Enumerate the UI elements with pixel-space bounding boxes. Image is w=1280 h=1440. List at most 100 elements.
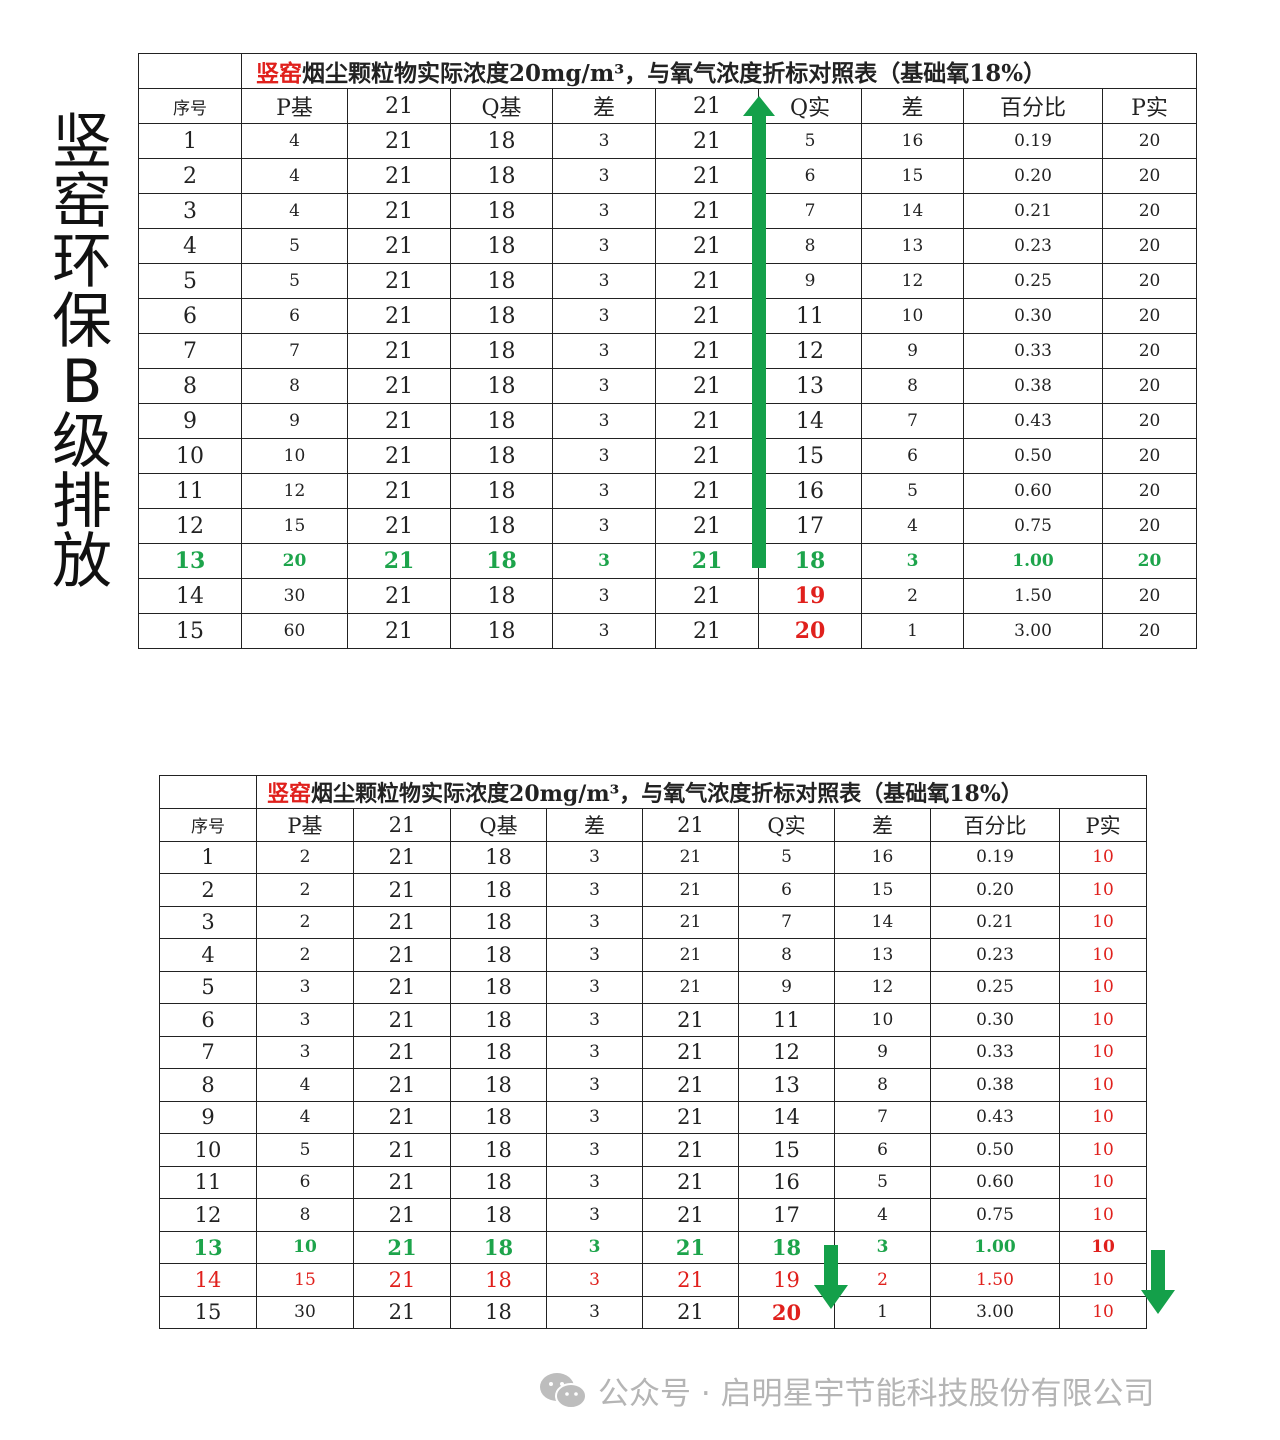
table-cell: 21 bbox=[347, 298, 451, 334]
table-cell: 4 bbox=[861, 508, 964, 544]
table-cell: 0.43 bbox=[963, 403, 1103, 439]
table-cell: 21 bbox=[353, 1230, 451, 1264]
table-cell: 18 bbox=[450, 613, 553, 649]
table-cell: 18 bbox=[450, 228, 553, 264]
table-row: 12 15 21 18 3 21 17 4 0.75 20 bbox=[138, 508, 1198, 544]
table-row: 4 2 21 18 3 21 8 13 0.23 10 bbox=[159, 938, 1148, 972]
table-cell: 7 bbox=[861, 403, 964, 439]
table-cell: 18 bbox=[450, 543, 553, 579]
table-cell: 20 bbox=[738, 1295, 835, 1329]
table-row: 6 6 21 18 3 21 11 10 0.30 20 bbox=[138, 298, 1198, 334]
table-cell: 10 bbox=[1058, 1035, 1148, 1069]
table-cell: 3.00 bbox=[963, 613, 1103, 649]
title-row: 竖窑烟尘颗粒物实际浓度20mg/m³，与氧气浓度折标对照表（基础氧18%） bbox=[138, 53, 1198, 89]
table-cell: 4 bbox=[159, 938, 257, 972]
table-cell: 3 bbox=[552, 228, 656, 264]
table-cell: 10 bbox=[1058, 1133, 1148, 1167]
table-cell: 5 bbox=[256, 1133, 354, 1167]
table-cell: 5 bbox=[241, 228, 348, 264]
side-title-char: 放 bbox=[52, 527, 112, 597]
table-row: 13 10 21 18 3 21 18 3 1.00 10 bbox=[159, 1230, 1148, 1264]
table-2: 竖窑烟尘颗粒物实际浓度20mg/m³，与氧气浓度折标对照表（基础氧18%） 序号 P… bbox=[159, 775, 1148, 1329]
table-cell: 21 bbox=[642, 938, 739, 972]
column-header: 21 bbox=[655, 88, 759, 124]
table-cell: 7 bbox=[159, 1035, 257, 1069]
table-cell: 0.50 bbox=[930, 1133, 1060, 1167]
column-header: Q基 bbox=[450, 88, 553, 124]
table-cell: 4 bbox=[138, 228, 242, 264]
table-cell: 21 bbox=[353, 970, 451, 1004]
table-cell: 21 bbox=[642, 970, 739, 1004]
table-cell: 3 bbox=[546, 905, 643, 939]
column-header: 差 bbox=[861, 88, 964, 124]
table-cell: 7 bbox=[834, 1100, 931, 1134]
table-cell: 11 bbox=[738, 1003, 835, 1037]
table-row: 7 7 21 18 3 21 12 9 0.33 20 bbox=[138, 333, 1198, 369]
table-row: 12 8 21 18 3 21 17 4 0.75 10 bbox=[159, 1198, 1148, 1232]
column-header: P实 bbox=[1058, 808, 1148, 842]
table-cell: 0.50 bbox=[963, 438, 1103, 474]
table-title: 竖窑烟尘颗粒物实际浓度20mg/m³，与氧气浓度折标对照表（基础氧18%） bbox=[240, 53, 1198, 89]
table-cell: 21 bbox=[655, 298, 759, 334]
table-cell: 18 bbox=[450, 1198, 547, 1232]
table-cell: 21 bbox=[655, 263, 759, 299]
column-header: 百分比 bbox=[930, 808, 1060, 842]
table-cell: 10 bbox=[1058, 1295, 1148, 1329]
table-cell: 10 bbox=[861, 298, 964, 334]
table-cell: 3 bbox=[546, 1165, 643, 1199]
header-row: 序号 P基 21 Q基差 21 Q实差百分比 P实 bbox=[138, 88, 1198, 124]
table-cell: 4 bbox=[256, 1100, 354, 1134]
table-row: 11 6 21 18 3 21 16 5 0.60 10 bbox=[159, 1165, 1148, 1199]
table-cell: 17 bbox=[738, 1198, 835, 1232]
table-cell: 5 bbox=[861, 473, 964, 509]
table-cell: 3 bbox=[546, 1230, 643, 1264]
column-header: Q基 bbox=[450, 808, 547, 842]
table-cell: 20 bbox=[1101, 508, 1198, 544]
table-cell: 10 bbox=[159, 1133, 257, 1167]
table-cell: 3.00 bbox=[930, 1295, 1060, 1329]
table-cell: 5 bbox=[159, 970, 257, 1004]
table-cell: 21 bbox=[642, 1263, 739, 1297]
column-header: 百分比 bbox=[963, 88, 1103, 124]
table-cell: 21 bbox=[655, 613, 759, 649]
table-cell: 20 bbox=[241, 543, 348, 579]
table-cell: 13 bbox=[861, 228, 964, 264]
table-cell: 21 bbox=[347, 368, 451, 404]
table-cell: 18 bbox=[450, 1165, 547, 1199]
table-cell: 10 bbox=[1058, 905, 1148, 939]
table-cell: 0.75 bbox=[963, 508, 1103, 544]
table-cell: 3 bbox=[546, 1003, 643, 1037]
table-cell: 0.30 bbox=[930, 1003, 1060, 1037]
table-cell: 1 bbox=[861, 613, 964, 649]
table-cell: 3 bbox=[552, 193, 656, 229]
table-row: 9 9 21 18 3 21 14 7 0.43 20 bbox=[138, 403, 1198, 439]
table-cell: 18 bbox=[450, 1133, 547, 1167]
table-cell: 6 bbox=[159, 1003, 257, 1037]
table-cell: 0.38 bbox=[930, 1068, 1060, 1102]
table-cell: 0.21 bbox=[930, 905, 1060, 939]
table-cell: 3 bbox=[861, 543, 964, 579]
table-cell: 6 bbox=[256, 1165, 354, 1199]
table-cell: 16 bbox=[834, 840, 931, 874]
table-cell: 21 bbox=[347, 613, 451, 649]
table-cell: 8 bbox=[834, 1068, 931, 1102]
table-cell: 3 bbox=[552, 123, 656, 159]
table-cell: 9 bbox=[241, 403, 348, 439]
table-cell: 1.50 bbox=[963, 578, 1103, 614]
table-row: 5 5 21 18 3 21 9 12 0.25 20 bbox=[138, 263, 1198, 299]
side-title-char: 环 bbox=[52, 227, 112, 297]
watermark: 公众号 · 启明星宇节能科技股份有限公司 bbox=[538, 1368, 1155, 1413]
table-cell: 12 bbox=[834, 970, 931, 1004]
table-cell: 3 bbox=[546, 1198, 643, 1232]
table-row: 1 4 21 18 3 21 5 16 0.19 20 bbox=[138, 123, 1198, 159]
table-cell: 2 bbox=[159, 873, 257, 907]
table-cell: 3 bbox=[546, 1295, 643, 1329]
corner-cell bbox=[138, 53, 242, 89]
table-cell: 3 bbox=[552, 578, 656, 614]
table-cell: 18 bbox=[450, 1003, 547, 1037]
table-cell: 3 bbox=[552, 403, 656, 439]
table-cell: 2 bbox=[256, 905, 354, 939]
table-cell: 18 bbox=[450, 508, 553, 544]
table-cell: 16 bbox=[861, 123, 964, 159]
column-header: 序号 bbox=[159, 808, 257, 842]
